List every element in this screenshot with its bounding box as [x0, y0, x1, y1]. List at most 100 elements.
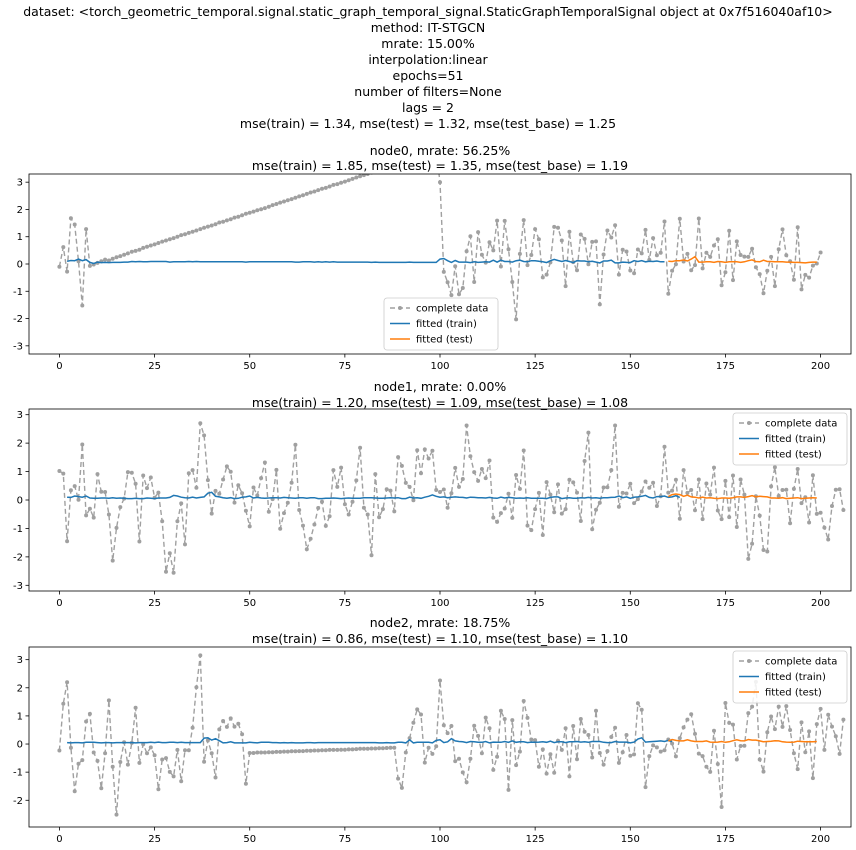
plot-area [57, 653, 846, 817]
x-tick-label: 25 [148, 834, 161, 845]
complete-point [240, 732, 245, 737]
complete-point [632, 501, 637, 506]
series-train-line [67, 491, 681, 500]
complete-point [156, 490, 161, 495]
panel-0: node0, mrate: 56.25%mse(train) = 1.85, m… [13, 143, 852, 372]
complete-point [830, 724, 834, 729]
complete-point [529, 528, 534, 533]
complete-point [788, 521, 793, 526]
complete-point [643, 785, 648, 790]
complete-point [559, 238, 564, 243]
complete-point [106, 698, 111, 703]
complete-point [103, 257, 108, 262]
complete-point [750, 246, 755, 251]
complete-point [335, 747, 340, 752]
complete-point [87, 506, 92, 511]
complete-point [392, 745, 397, 750]
complete-point [354, 175, 359, 180]
complete-point [84, 513, 89, 518]
complete-point [282, 749, 286, 754]
x-tick-label: 100 [430, 598, 449, 609]
complete-point [814, 722, 819, 727]
x-tick-label: 150 [621, 834, 640, 845]
complete-point [377, 515, 382, 520]
legend-box [383, 297, 499, 351]
complete-point [750, 541, 755, 546]
complete-point [791, 486, 796, 491]
complete-point [605, 749, 610, 754]
x-tick-label: 175 [716, 834, 735, 845]
complete-point [68, 216, 73, 221]
complete-point [495, 218, 500, 223]
complete-point [791, 751, 796, 756]
complete-point [399, 785, 404, 790]
complete-point [613, 725, 618, 730]
complete-point [727, 720, 732, 725]
complete-point [700, 754, 705, 759]
complete-point [514, 763, 519, 768]
complete-point [468, 234, 473, 239]
complete-point [323, 748, 328, 753]
legend-box [732, 412, 848, 466]
suptitle-line-method: method: IT-STGCN [370, 20, 486, 35]
complete-point [148, 745, 153, 750]
complete-point [506, 247, 511, 252]
complete-point [799, 501, 804, 506]
series-complete-line [58, 174, 822, 320]
complete-point [175, 747, 180, 752]
panel-title-line: node1, mrate: 0.00% [374, 379, 507, 394]
complete-point [734, 757, 739, 762]
complete-point [350, 499, 355, 504]
complete-point [791, 277, 796, 282]
complete-point [693, 508, 697, 513]
complete-point [479, 252, 484, 257]
complete-point [346, 178, 351, 183]
complete-point [327, 184, 332, 189]
complete-point [209, 511, 214, 516]
complete-point [320, 748, 324, 753]
complete-point [727, 515, 732, 520]
complete-point [590, 239, 595, 244]
complete-point [594, 708, 598, 713]
complete-point [533, 507, 538, 512]
complete-point [514, 473, 519, 477]
complete-point [289, 197, 294, 202]
complete-point [464, 423, 469, 428]
complete-point [175, 519, 180, 524]
complete-point [841, 717, 846, 722]
complete-point [639, 251, 644, 256]
complete-point [590, 527, 595, 532]
complete-point [255, 750, 260, 755]
complete-point [677, 516, 682, 521]
complete-point [837, 487, 842, 492]
complete-point [502, 717, 507, 721]
complete-point [639, 489, 644, 494]
complete-point [293, 442, 298, 447]
complete-point [403, 750, 408, 755]
complete-point [784, 487, 789, 492]
complete-point [826, 712, 831, 717]
complete-point [601, 485, 606, 490]
complete-point [399, 463, 404, 468]
complete-point [700, 517, 705, 522]
complete-point [521, 218, 526, 223]
complete-point [183, 542, 187, 547]
complete-point [441, 723, 446, 728]
complete-point [297, 508, 302, 512]
complete-point [677, 736, 682, 741]
complete-point [552, 510, 557, 515]
complete-point [171, 570, 176, 575]
suptitle-line-interpolation: interpolation:linear [368, 52, 488, 67]
complete-point [597, 500, 602, 505]
complete-point [681, 725, 686, 730]
complete-point [278, 200, 283, 205]
complete-point [240, 213, 245, 218]
complete-point [84, 227, 89, 232]
suptitle-line-lags: lags = 2 [402, 100, 454, 115]
complete-point [704, 250, 709, 255]
complete-point [61, 471, 66, 476]
complete-point [236, 721, 241, 726]
complete-point [506, 491, 511, 496]
complete-point [278, 526, 283, 531]
